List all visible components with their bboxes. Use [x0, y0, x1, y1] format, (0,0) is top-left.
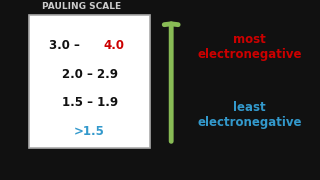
Text: least
electronegative: least electronegative [197, 102, 302, 129]
Text: >1.5: >1.5 [74, 125, 105, 138]
Text: most
electronegative: most electronegative [197, 33, 302, 61]
Text: 1.5 – 1.9: 1.5 – 1.9 [61, 96, 118, 109]
Text: 3.0 –: 3.0 – [49, 39, 84, 52]
Text: PAULING SCALE: PAULING SCALE [42, 3, 121, 12]
Text: 2.0 – 2.9: 2.0 – 2.9 [61, 68, 118, 81]
FancyBboxPatch shape [29, 15, 150, 148]
Text: 4.0: 4.0 [103, 39, 124, 52]
